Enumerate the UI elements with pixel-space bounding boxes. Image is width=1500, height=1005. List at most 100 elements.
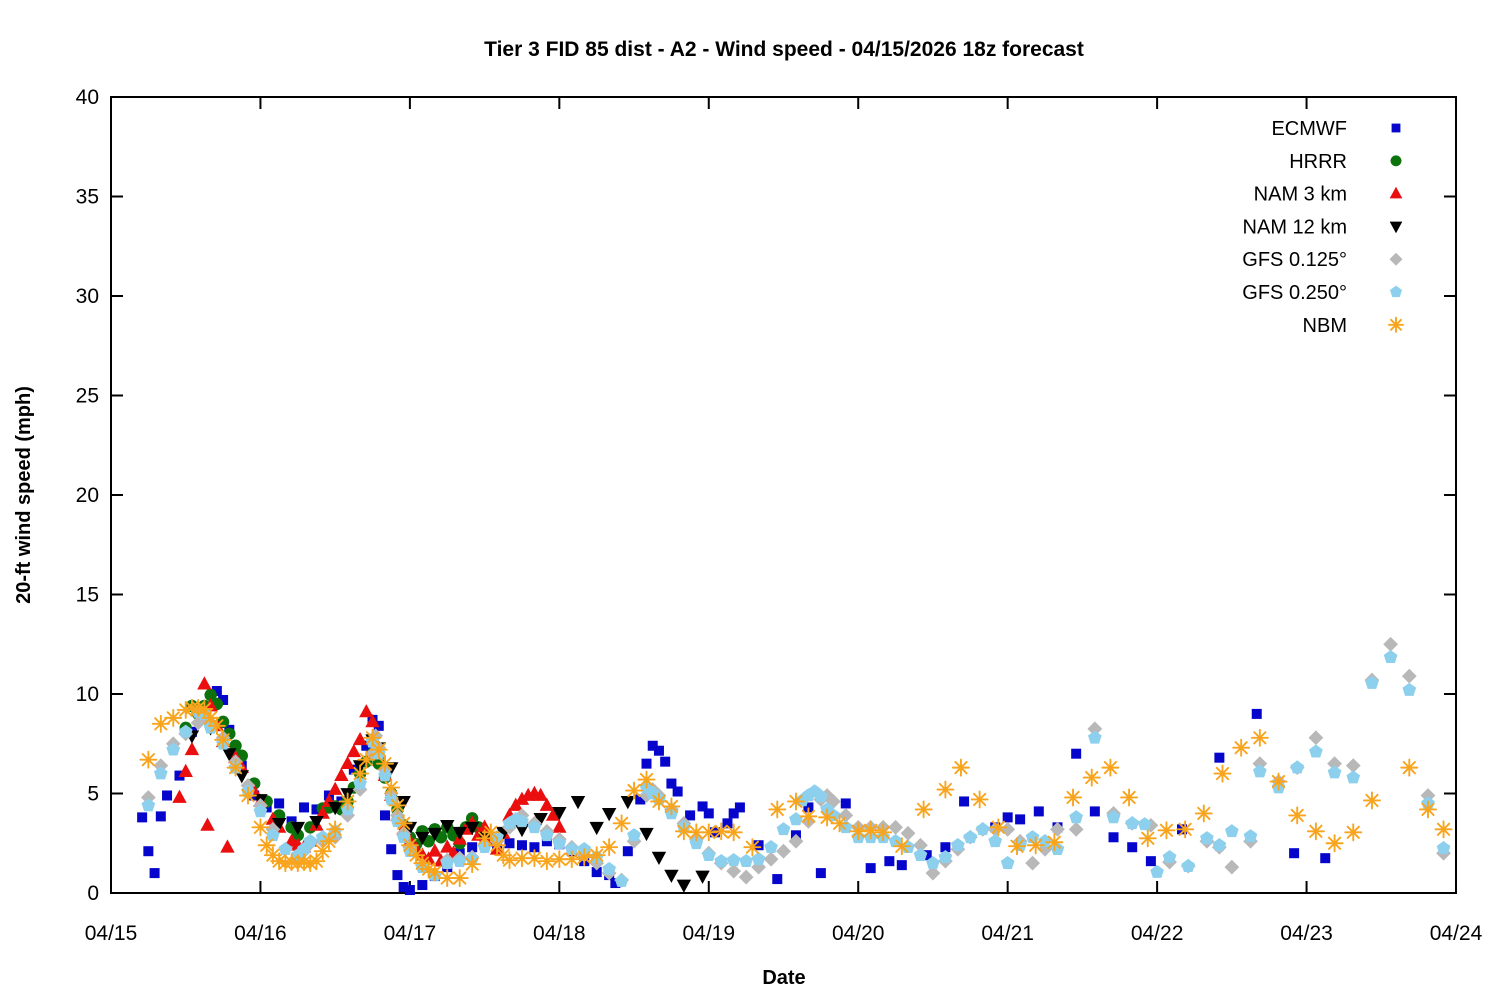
square-marker bbox=[672, 786, 683, 797]
x-tick-label: 04/18 bbox=[533, 922, 586, 945]
diamond-marker bbox=[1087, 721, 1103, 737]
diamond-marker bbox=[900, 825, 916, 841]
legend-label: ECMWF bbox=[1271, 118, 1347, 140]
diamond-marker bbox=[1401, 668, 1417, 684]
asterisk-marker bbox=[351, 764, 370, 783]
pentagon-marker bbox=[378, 768, 392, 782]
square-marker bbox=[884, 856, 895, 867]
circle-marker bbox=[1390, 155, 1402, 167]
asterisk-marker bbox=[892, 837, 911, 856]
legend-entry-nam-12-km: NAM 12 km bbox=[1243, 216, 1403, 238]
triangle-up-marker bbox=[533, 787, 548, 801]
asterisk-marker bbox=[989, 818, 1008, 837]
square-marker bbox=[1320, 853, 1331, 864]
diamond-marker bbox=[1025, 855, 1040, 871]
asterisk-marker bbox=[818, 808, 837, 827]
triangle-up-marker bbox=[200, 817, 215, 831]
asterisk-marker bbox=[338, 792, 357, 811]
pentagon-marker bbox=[315, 830, 330, 844]
asterisk-marker bbox=[1045, 833, 1064, 852]
pentagon-marker bbox=[913, 847, 928, 862]
square-marker bbox=[149, 868, 160, 879]
asterisk-marker bbox=[587, 846, 606, 865]
y-axis-title: 20-ft wind speed (mph) bbox=[13, 386, 35, 604]
pentagon-marker bbox=[552, 836, 567, 850]
square-marker bbox=[734, 802, 745, 813]
asterisk-marker bbox=[914, 800, 933, 819]
triangle-down-marker bbox=[533, 812, 548, 827]
diamond-marker bbox=[1308, 730, 1324, 746]
asterisk-marker bbox=[525, 849, 544, 868]
square-marker bbox=[1108, 832, 1119, 843]
triangle-down-marker bbox=[234, 770, 249, 784]
pentagon-marker bbox=[1087, 730, 1102, 744]
triangle-down-marker bbox=[464, 821, 480, 836]
chart-title: Tier 3 FID 85 dist - A2 - Wind speed - 0… bbox=[484, 38, 1084, 61]
asterisk-marker bbox=[1400, 758, 1419, 777]
square-marker bbox=[1002, 812, 1013, 823]
pentagon-marker bbox=[789, 812, 803, 826]
square-marker bbox=[940, 842, 951, 853]
pentagon-marker bbox=[689, 836, 704, 850]
square-marker bbox=[211, 686, 222, 697]
legend-label: GFS 0.125° bbox=[1242, 249, 1347, 271]
asterisk-marker bbox=[201, 708, 220, 727]
asterisk-marker bbox=[1082, 768, 1101, 787]
triangle-up-marker bbox=[440, 839, 455, 853]
asterisk-marker bbox=[562, 850, 581, 869]
pentagon-marker bbox=[253, 804, 268, 818]
asterisk-marker bbox=[550, 850, 569, 869]
asterisk-marker bbox=[500, 851, 519, 870]
y-tick-label: 5 bbox=[87, 783, 99, 806]
pentagon-marker bbox=[1106, 810, 1121, 824]
triangle-down-marker bbox=[639, 827, 654, 842]
series-nam-12-km bbox=[184, 722, 710, 893]
pentagon-marker bbox=[1389, 285, 1403, 298]
asterisk-marker bbox=[970, 790, 989, 809]
pentagon-marker bbox=[1383, 649, 1398, 664]
asterisk-marker bbox=[394, 814, 413, 833]
pentagon-marker bbox=[1212, 838, 1227, 852]
pentagon-marker bbox=[266, 828, 280, 842]
square-marker bbox=[1089, 806, 1100, 817]
square-marker bbox=[143, 846, 154, 857]
pentagon-marker bbox=[614, 873, 629, 887]
triangle-down-marker bbox=[415, 831, 430, 846]
pentagon-marker bbox=[1137, 817, 1152, 831]
triangle-down-marker bbox=[664, 869, 679, 883]
pentagon-marker bbox=[564, 842, 579, 856]
pentagon-marker bbox=[951, 838, 965, 852]
asterisk-marker bbox=[1434, 820, 1453, 839]
x-tick-label: 04/17 bbox=[384, 922, 437, 945]
asterisk-marker bbox=[1157, 821, 1176, 840]
series-gfs-0-250- bbox=[141, 649, 1451, 887]
legend-label: NAM 12 km bbox=[1243, 216, 1347, 238]
triangle-down-marker bbox=[290, 821, 306, 836]
asterisk-marker bbox=[699, 823, 718, 842]
asterisk-marker bbox=[1269, 772, 1288, 791]
pentagon-marker bbox=[1200, 831, 1214, 845]
asterisk-marker bbox=[743, 838, 762, 857]
pentagon-marker bbox=[975, 822, 990, 836]
triangle-down-marker bbox=[309, 815, 324, 830]
diamond-marker bbox=[1050, 821, 1065, 837]
asterisk-marker bbox=[251, 818, 270, 837]
asterisk-marker bbox=[319, 832, 338, 851]
pentagon-marker bbox=[1346, 770, 1361, 784]
triangle-up-marker bbox=[352, 731, 368, 746]
triangle-down-marker bbox=[396, 796, 411, 810]
x-tick-label: 04/22 bbox=[1131, 922, 1184, 945]
square-marker bbox=[529, 842, 540, 853]
asterisk-marker bbox=[952, 758, 970, 777]
legend-entry-nam-3-km: NAM 3 km bbox=[1254, 184, 1403, 206]
asterisk-marker bbox=[488, 836, 507, 855]
square-marker bbox=[1251, 708, 1262, 719]
pentagon-marker bbox=[739, 853, 753, 867]
data-points bbox=[137, 636, 1453, 896]
x-tick-label: 04/15 bbox=[85, 922, 138, 945]
triangle-up-marker bbox=[184, 741, 200, 756]
square-marker bbox=[772, 874, 783, 885]
x-tick-label: 04/16 bbox=[234, 922, 287, 945]
triangle-down-marker bbox=[440, 819, 455, 834]
